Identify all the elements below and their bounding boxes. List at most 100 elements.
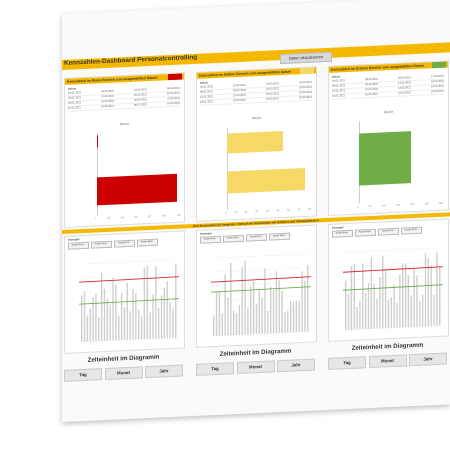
- trend-bar: [281, 290, 283, 334]
- trend-bar: [230, 262, 232, 336]
- tab-kennzahl[interactable]: Anzahl Fört...: [114, 239, 135, 248]
- trend-bar: [424, 252, 427, 327]
- trend-bar: [410, 295, 412, 328]
- trend-bar: [284, 312, 286, 333]
- panel-yellow-dates: Datum 05.01.2021 12.02.2021 01.03.2021 22.0…: [200, 77, 312, 106]
- trend-bar: [295, 300, 298, 333]
- trend-bar: [213, 315, 215, 337]
- trend-bar: [244, 260, 246, 335]
- day-button[interactable]: Tag: [64, 368, 102, 382]
- trend-bar: [258, 290, 260, 335]
- tolerance-line: [79, 276, 179, 283]
- trend-bar: [387, 299, 390, 329]
- tab-kennzahl[interactable]: Anzahl Kran...: [332, 229, 353, 238]
- tab-kennzahl[interactable]: Anzahl Kran...: [355, 228, 376, 237]
- trend-bar: [356, 307, 358, 330]
- year-button[interactable]: Jahr: [409, 352, 447, 367]
- trend-bar: [152, 294, 154, 339]
- target-line: [343, 284, 443, 291]
- day-button[interactable]: Tag: [196, 362, 234, 376]
- trend-bar: [255, 303, 258, 335]
- month-button[interactable]: Monat: [368, 354, 407, 369]
- year-button[interactable]: Jahr: [277, 358, 315, 373]
- trend-bar: [157, 308, 160, 339]
- trend-bar: [402, 263, 404, 328]
- tab-kennzahl[interactable]: Anzahl Kran...: [223, 234, 244, 243]
- year-button[interactable]: Jahr: [145, 364, 183, 379]
- trend-bar: [252, 281, 255, 335]
- update-data-button[interactable]: Daten aktualisieren: [280, 51, 332, 65]
- trend-bar: [86, 315, 89, 342]
- trend-chart-3: [343, 247, 443, 331]
- tab-kennzahl[interactable]: Anzahl Fört...: [378, 227, 399, 236]
- trend-bar: [301, 271, 303, 333]
- bar-large: [97, 173, 177, 206]
- trend-bar: [149, 312, 151, 340]
- trend-bar: [307, 264, 309, 332]
- trend-bar: [353, 263, 355, 330]
- trend-bar: [384, 270, 387, 329]
- trend-bar: [129, 311, 131, 340]
- trend-bar: [289, 301, 292, 333]
- trend-bar: [270, 286, 272, 334]
- panel-green: Kennzahlen im Grünen Bereich zum ausgewä…: [328, 60, 449, 216]
- x-ticks: 0 20 40 60 80 100 120: [95, 213, 181, 221]
- trend-bar: [347, 293, 350, 331]
- trend-bar: [92, 297, 94, 342]
- chart-title: Werte: [119, 121, 130, 127]
- trend-bar: [430, 265, 432, 327]
- gridline: [211, 253, 311, 259]
- trend-bar: [376, 298, 378, 329]
- trend-bar: [221, 313, 223, 336]
- trend-bar: [267, 311, 269, 334]
- trend-bar: [241, 266, 243, 335]
- trend-bar: [404, 263, 407, 328]
- trend-bar: [396, 302, 398, 328]
- trend-bar: [287, 310, 289, 333]
- trend-bar: [407, 274, 410, 328]
- zeiteinheit-label: Zeiteinheit im Diagramm: [87, 353, 160, 364]
- kennzahl-label: Kennzahl: [332, 226, 344, 230]
- trend-panel-2: Kennzahl Anzahl Kran... Anzahl Kran... A…: [196, 224, 317, 348]
- trend-bar: [370, 257, 373, 329]
- month-button[interactable]: Monat: [104, 366, 143, 381]
- trend-bar: [292, 301, 295, 333]
- trend-bar: [155, 266, 157, 339]
- trend-bar: [393, 284, 395, 328]
- tab-kennzahl[interactable]: Anzahl Mitar...: [137, 238, 158, 247]
- gridline: [343, 275, 443, 281]
- trend-bar: [109, 305, 111, 341]
- tab-kennzahl[interactable]: Anzahl Kran...: [200, 235, 221, 244]
- trend-panel-3: Kennzahl Anzahl Kran... Anzahl Kran... A…: [328, 218, 449, 342]
- yellow-swatch: [300, 67, 314, 75]
- trend-bar: [140, 316, 143, 340]
- trend-bar: [227, 297, 229, 336]
- trend-bar: [261, 297, 263, 334]
- tab-kennzahl[interactable]: Anzahl Mitar...: [269, 232, 290, 241]
- trend-bar: [120, 292, 123, 341]
- trend-bar: [413, 268, 415, 328]
- tab-kennzahl[interactable]: Anzahl Kran...: [68, 241, 89, 250]
- trend-bar: [224, 274, 226, 336]
- trend-bar: [238, 305, 241, 335]
- day-button[interactable]: Tag: [328, 356, 366, 370]
- trend-bar: [359, 301, 361, 330]
- zeiteinheit-label: Zeiteinheit im Diagramm: [351, 341, 424, 352]
- trend-bar: [132, 288, 134, 340]
- trend-bar: [362, 263, 364, 330]
- trend-bar: [399, 274, 401, 328]
- trend-bar: [390, 297, 392, 329]
- time-buttons-2: Tag Monat Jahr: [196, 358, 315, 376]
- tab-kennzahl[interactable]: Anzahl Fört...: [246, 233, 267, 242]
- trend-bar: [345, 281, 347, 331]
- trend-bar: [89, 308, 91, 342]
- green-swatch: [432, 61, 446, 69]
- bar-small: [227, 130, 283, 154]
- tab-kennzahl[interactable]: Anzahl Kran...: [91, 240, 112, 249]
- bar-large: [359, 131, 411, 186]
- tab-kennzahl[interactable]: Anzahl Mitar...: [401, 226, 422, 235]
- trend-bar: [304, 280, 306, 333]
- gridline: [211, 267, 311, 273]
- month-button[interactable]: Monat: [236, 360, 275, 375]
- trend-bar: [427, 257, 430, 327]
